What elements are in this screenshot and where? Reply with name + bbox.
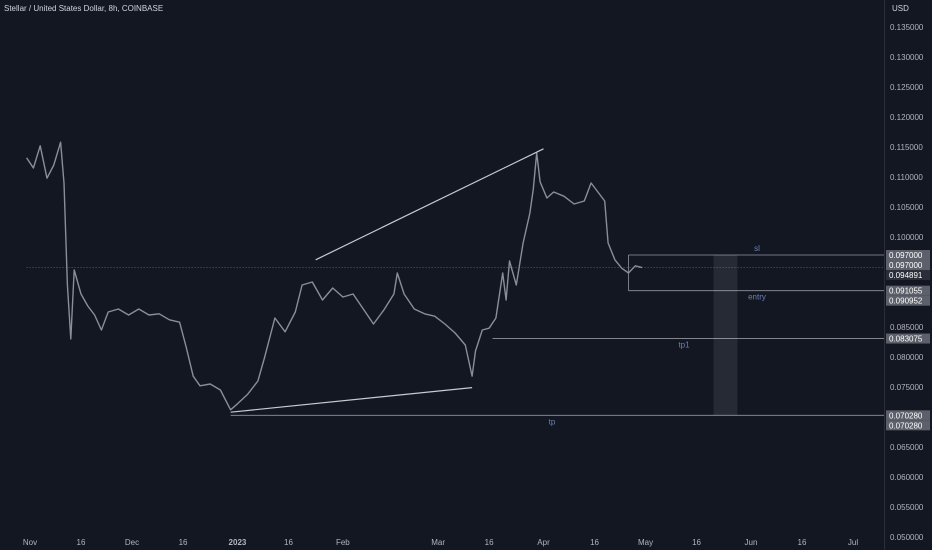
- price-tag-text: 0.090952: [889, 297, 923, 306]
- x-tick-label: 16: [798, 538, 807, 547]
- price-tag: [886, 333, 930, 344]
- x-tick-label: 16: [590, 538, 599, 547]
- y-tick-label: 0.135000: [890, 23, 924, 32]
- y-tick-label: 0.110000: [890, 173, 923, 182]
- y-tick-label: 0.075000: [890, 383, 924, 392]
- y-tick-label: 0.125000: [890, 83, 924, 92]
- y-tick-label: 0.130000: [890, 53, 924, 62]
- price-tag: [886, 295, 930, 306]
- symbol-title: Stellar / United States Dollar, 8h, COIN…: [4, 4, 164, 13]
- x-tick-label: 16: [284, 538, 293, 547]
- x-tick-label: Nov: [23, 538, 37, 547]
- price-tag: [886, 260, 930, 270]
- price-tag-text: 0.083075: [889, 335, 923, 344]
- price-tag-text: 0.091055: [889, 287, 923, 296]
- y-tick-label: 0.100000: [890, 233, 924, 242]
- level-label-tp: tp: [549, 417, 556, 426]
- price-series-line: [26, 141, 643, 411]
- price-tag: [886, 420, 930, 431]
- price-tag-text: 0.097000: [889, 261, 923, 270]
- x-tick-label: 16: [77, 538, 86, 547]
- x-tick-label: 16: [692, 538, 701, 547]
- price-tag: [886, 410, 930, 421]
- x-tick-label: Mar: [431, 538, 445, 547]
- x-tick-label: Feb: [336, 538, 350, 547]
- y-tick-label: 0.060000: [890, 473, 924, 482]
- x-tick-label: Apr: [537, 538, 550, 547]
- y-tick-label: 0.115000: [890, 143, 923, 152]
- y-tick-label: 0.055000: [890, 503, 924, 512]
- x-tick-label: May: [638, 538, 653, 547]
- currency-label: USD: [892, 4, 909, 13]
- x-tick-label: 16: [179, 538, 188, 547]
- level-label-sl: sl: [754, 244, 760, 253]
- x-tick-label: Jun: [745, 538, 758, 547]
- wedge-lower-line: [230, 387, 473, 413]
- level-label-entry: entry: [748, 293, 766, 302]
- price-tag: [886, 270, 930, 280]
- y-tick-label: 0.065000: [890, 443, 924, 452]
- x-tick-label: 2023: [229, 538, 247, 547]
- price-tag-text: 0.097000: [889, 251, 923, 260]
- y-tick-label: 0.120000: [890, 113, 924, 122]
- target-zone: [713, 255, 738, 416]
- y-tick-label: 0.105000: [890, 203, 924, 212]
- price-tag-text: 0.094891: [889, 271, 923, 280]
- price-tag-text: 0.070280: [889, 421, 923, 430]
- y-tick-label: 0.080000: [890, 353, 924, 362]
- level-label-tp1: tp1: [678, 341, 690, 350]
- x-tick-label: Jul: [848, 538, 858, 547]
- wedge-upper-line: [315, 148, 544, 261]
- price-tag: [886, 250, 930, 260]
- x-tick-label: 16: [485, 538, 494, 547]
- price-tag: [886, 285, 930, 296]
- y-tick-label: 0.085000: [890, 323, 924, 332]
- price-tag-text: 0.070280: [889, 411, 923, 420]
- x-tick-label: Dec: [125, 538, 139, 547]
- y-tick-label: 0.050000: [890, 533, 924, 542]
